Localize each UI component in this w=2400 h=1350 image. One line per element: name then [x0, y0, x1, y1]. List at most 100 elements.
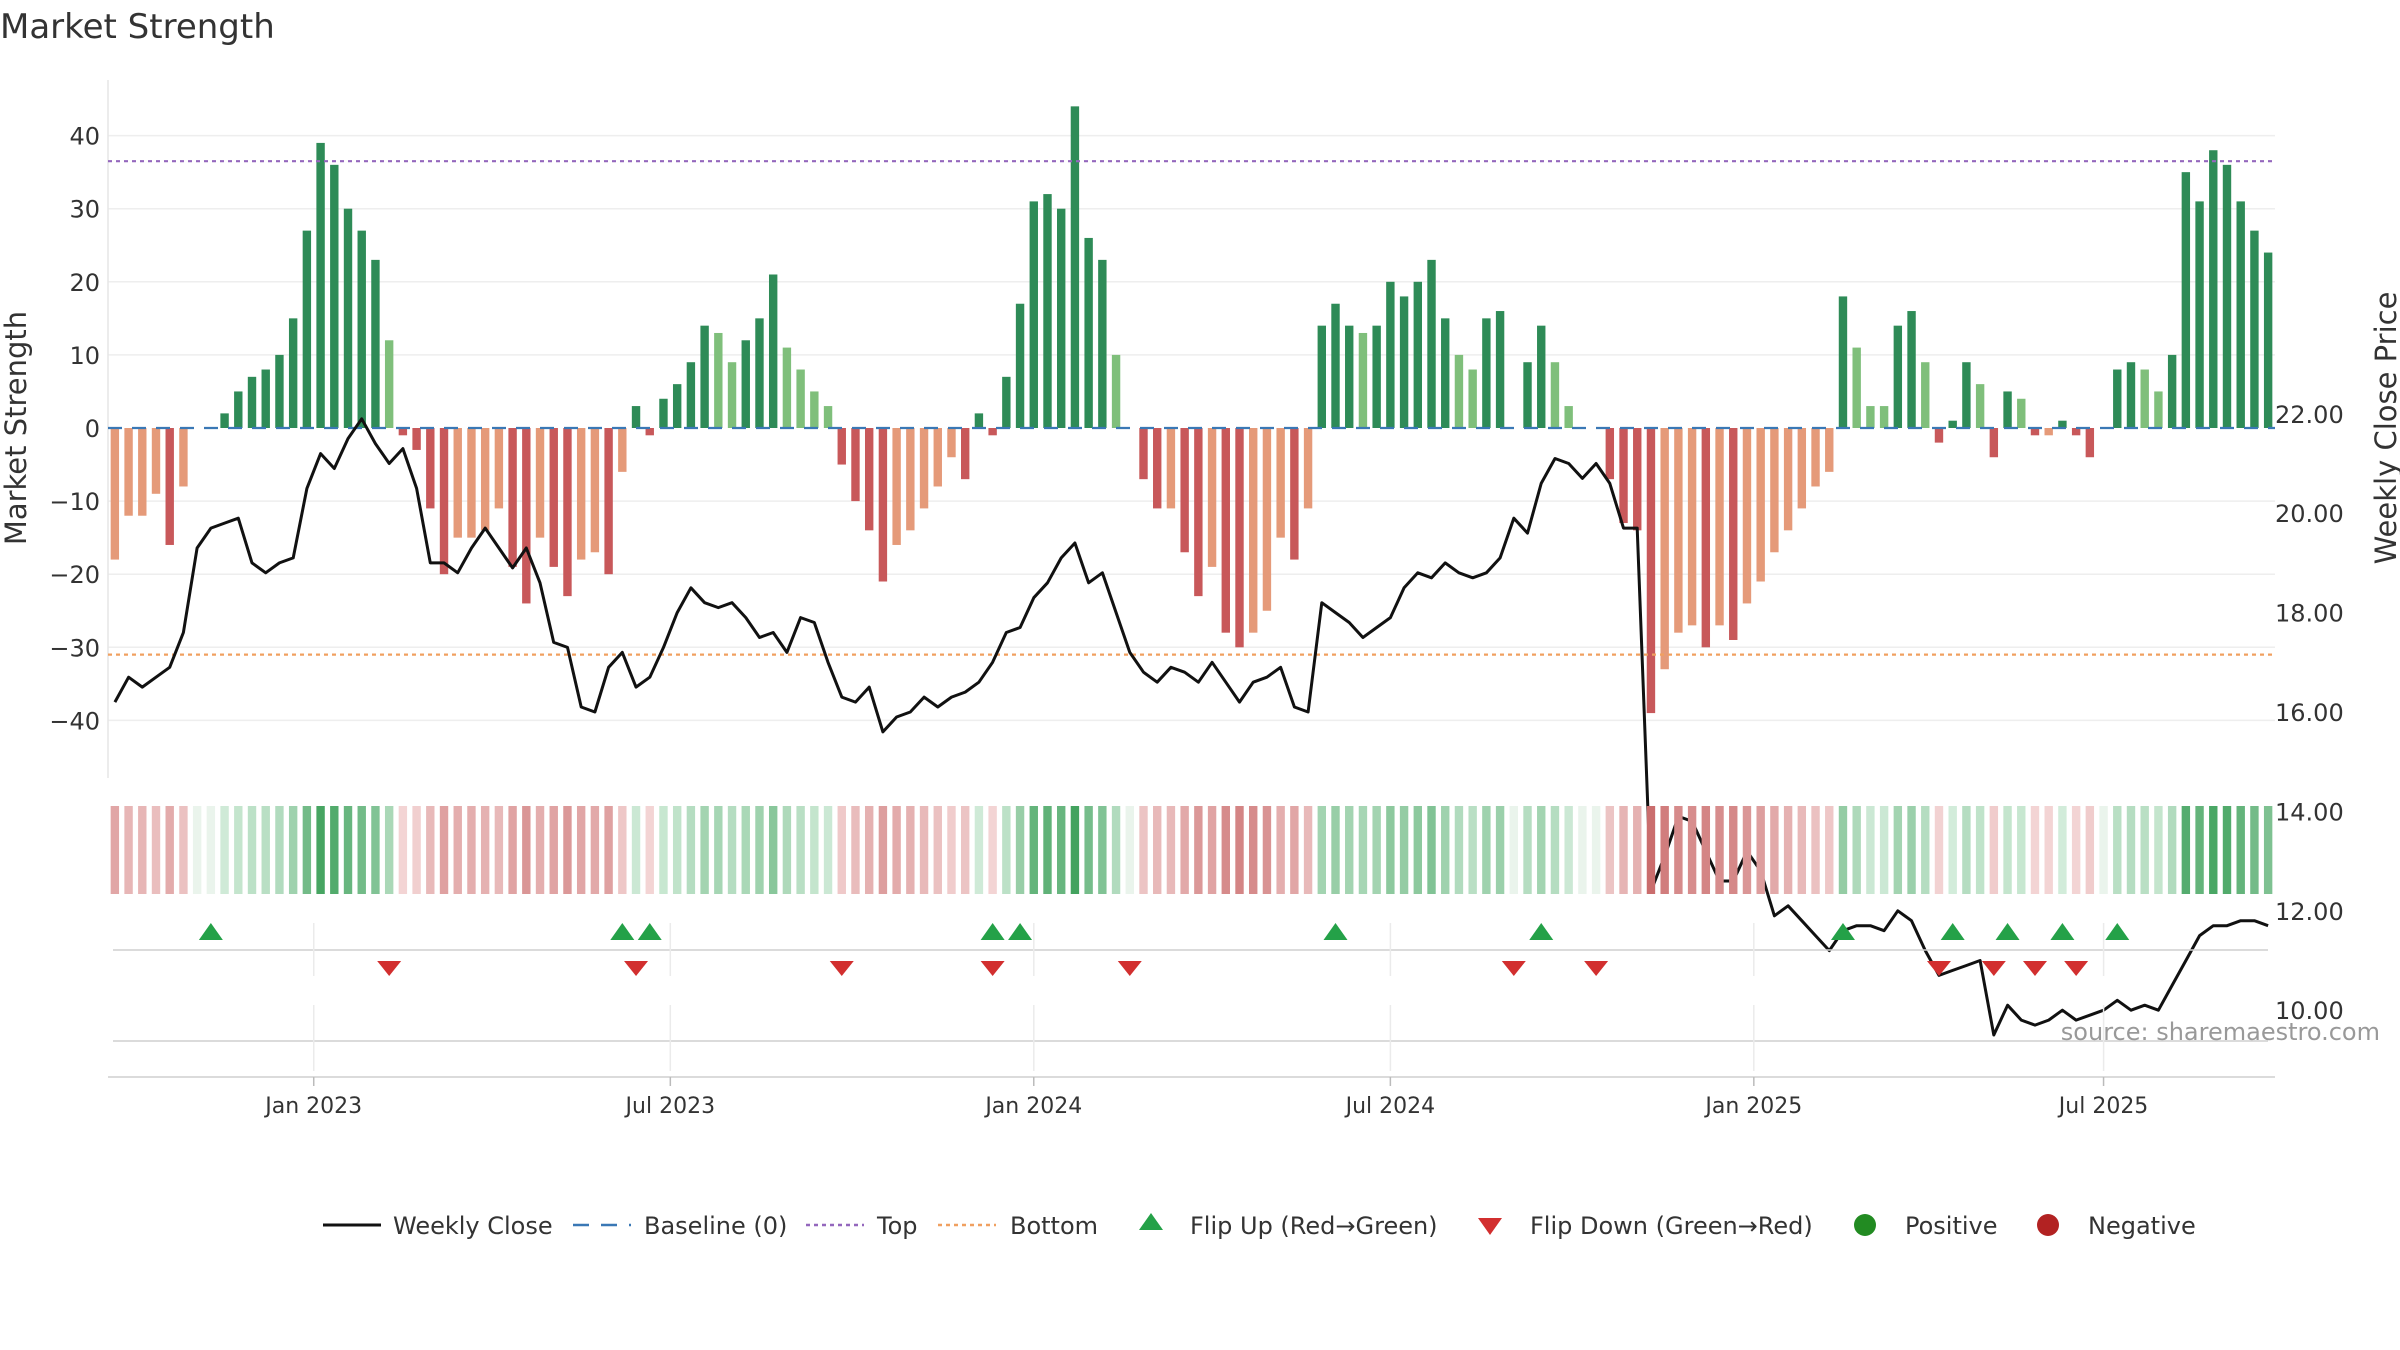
- heat-cell: [398, 806, 408, 894]
- strength-bar: [1687, 428, 1697, 626]
- heat-cell: [1180, 806, 1189, 894]
- heat-cell: [2126, 806, 2136, 894]
- heat-cell: [2181, 806, 2191, 894]
- strength-bar: [1194, 428, 1203, 597]
- legend: Weekly Close Baseline (0) Top Bottom Flip Up…: [323, 1212, 2196, 1240]
- strength-heat-strip: [110, 806, 2273, 894]
- heat-cell: [2030, 806, 2040, 894]
- heat-cell: [1372, 806, 1381, 894]
- heat-cell: [2263, 806, 2273, 894]
- heat-cell: [1002, 806, 1011, 894]
- legend-flip-up-label: Flip Up (Red→Green): [1190, 1212, 1438, 1240]
- heat-cell: [645, 806, 654, 894]
- x-axis-date-labels: Jan 2023 Jul 2023 Jan 2024 Jul 2024 Jan 2025…: [263, 1077, 2148, 1119]
- flip-down-marker: [1584, 961, 1609, 976]
- heat-cell: [1139, 806, 1148, 894]
- strength-bar: [1770, 428, 1779, 553]
- heat-cell: [1221, 806, 1230, 894]
- heat-cell: [974, 806, 984, 894]
- heat-cell: [302, 806, 312, 894]
- strength-bar: [1825, 428, 1834, 472]
- strength-bar: [1811, 428, 1820, 487]
- heat-cell: [330, 806, 339, 894]
- strength-bar: [1660, 428, 1669, 670]
- strength-bar: [659, 398, 668, 428]
- strength-bar: [247, 376, 257, 428]
- legend-flip-down-swatch: [1478, 1218, 1502, 1235]
- heat-cell: [1111, 806, 1121, 894]
- right-axis-label: Weekly Close Price: [2369, 292, 2400, 565]
- strength-bar: [1290, 428, 1299, 560]
- strength-bar: [275, 354, 284, 428]
- heat-cell: [1770, 806, 1779, 894]
- strength-bar: [741, 340, 750, 428]
- heat-cell: [1427, 806, 1436, 894]
- heat-cell: [1879, 806, 1889, 894]
- heat-cell: [686, 806, 696, 894]
- heat-cell: [371, 806, 380, 894]
- flip-down-marker: [1981, 961, 2006, 976]
- heat-cell: [1057, 806, 1066, 894]
- strength-bar: [110, 428, 120, 560]
- strength-bar: [1907, 311, 1916, 428]
- strength-bar: [1262, 428, 1272, 611]
- heat-cell: [604, 806, 613, 894]
- heat-cell: [810, 806, 819, 894]
- x-tick-label: Jul 2025: [2057, 1094, 2149, 1119]
- flip-up-marker: [637, 923, 662, 940]
- flip-up-marker: [1830, 923, 1855, 940]
- strength-bar: [220, 413, 229, 428]
- heat-cell: [782, 806, 792, 894]
- strength-bar: [1070, 106, 1080, 429]
- x-tick-label: Jan 2023: [263, 1094, 362, 1119]
- left-y-axis-ticks: 40 30 20 10 0 −10 −20 −30 −40: [49, 123, 100, 736]
- flip-up-marker: [980, 923, 1005, 940]
- strength-bar: [426, 428, 435, 509]
- strength-bar: [1674, 428, 1683, 633]
- strength-bar: [563, 428, 572, 597]
- heat-cell: [1509, 806, 1519, 894]
- heat-cell: [1235, 806, 1244, 894]
- flip-down-marker: [624, 961, 649, 976]
- strength-bar: [480, 428, 490, 531]
- left-tick-label: −30: [49, 634, 100, 662]
- heat-cell: [892, 806, 901, 894]
- strength-bar: [1441, 318, 1450, 428]
- strength-bar: [1962, 362, 1971, 428]
- heat-cell: [1646, 806, 1656, 894]
- strength-bar: [316, 142, 325, 428]
- heat-cell: [1194, 806, 1203, 894]
- heat-cell: [2195, 806, 2204, 894]
- strength-bar: [1180, 428, 1189, 553]
- flip-down-marker: [377, 961, 402, 976]
- heat-cell: [864, 806, 874, 894]
- legend-negative-swatch: [2037, 1214, 2059, 1236]
- strength-bar: [343, 208, 353, 428]
- flip-down-marker: [980, 961, 1005, 976]
- heat-cell: [1249, 806, 1258, 894]
- strength-bar: [1207, 428, 1217, 567]
- right-y-axis-ticks: 22.00 20.00 18.00 16.00 14.00 12.00 10.00: [2275, 401, 2344, 1025]
- strength-bar: [2181, 172, 2191, 428]
- heat-cell: [1015, 806, 1025, 894]
- strength-bar: [1015, 303, 1025, 428]
- heat-cell: [508, 806, 517, 894]
- heat-cell: [426, 806, 435, 894]
- heat-cell: [659, 806, 668, 894]
- heat-cell: [1550, 806, 1560, 894]
- strength-bar: [1002, 376, 1011, 428]
- strength-bar: [1235, 428, 1244, 648]
- heat-cell: [1783, 806, 1793, 894]
- strength-bar: [2017, 398, 2026, 428]
- heat-cell: [1399, 806, 1409, 894]
- heat-cell: [988, 806, 997, 894]
- strength-bar: [384, 340, 394, 428]
- heat-cell: [1605, 806, 1615, 894]
- heat-cell: [453, 806, 462, 894]
- strength-bar: [2250, 230, 2259, 428]
- heat-cell: [1317, 806, 1326, 894]
- strength-bar: [947, 428, 956, 458]
- legend-flip-down-label: Flip Down (Green→Red): [1530, 1212, 1813, 1240]
- heat-cell: [1921, 806, 1930, 894]
- strength-bar: [179, 428, 188, 487]
